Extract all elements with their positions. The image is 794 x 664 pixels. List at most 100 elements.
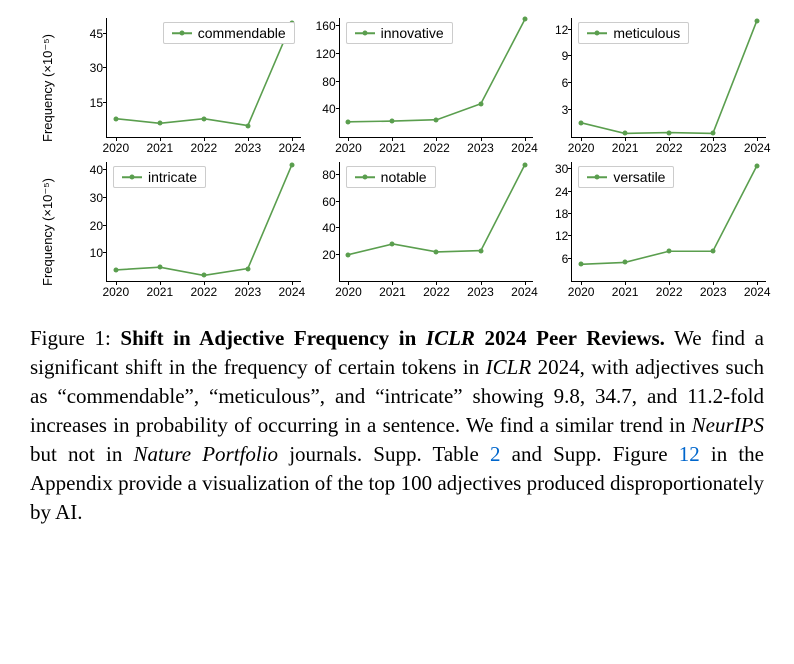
data-point-marker	[390, 241, 395, 246]
data-point-marker	[289, 162, 294, 167]
data-point-marker	[390, 119, 395, 124]
x-tick-label: 2020	[102, 285, 129, 299]
y-tick-label: 80	[310, 75, 336, 89]
cross-reference-link[interactable]: 2	[490, 442, 501, 466]
y-tick-label: 20	[310, 248, 336, 262]
y-axis-label: Frequency (×10⁻⁵)	[40, 178, 56, 286]
legend-meticulous: meticulous	[578, 22, 689, 44]
data-point-marker	[755, 18, 760, 23]
y-tick-label: 40	[310, 102, 336, 116]
x-tick-label: 2022	[190, 285, 217, 299]
panel-intricate: 1020304020202021202220232024intricate	[78, 162, 301, 302]
x-tick-label: 2023	[700, 285, 727, 299]
panel-meticulous: 3691220202021202220232024meticulous	[543, 18, 766, 158]
data-point-marker	[522, 162, 527, 167]
data-point-marker	[113, 267, 118, 272]
x-tick-label: 2023	[467, 285, 494, 299]
x-tick-label: 2021	[379, 285, 406, 299]
y-tick-label: 40	[77, 163, 103, 177]
x-tick-label: 2024	[511, 285, 538, 299]
legend-marker-icon	[587, 28, 607, 38]
panel-versatile: 61218243020202021202220232024versatile	[543, 162, 766, 302]
legend-label: meticulous	[613, 25, 680, 41]
legend-versatile: versatile	[578, 166, 674, 188]
legend-intricate: intricate	[113, 166, 206, 188]
caption-text: but not in	[30, 442, 133, 466]
legend-label: innovative	[381, 25, 444, 41]
cross-reference-link[interactable]: 12	[679, 442, 700, 466]
data-point-marker	[755, 163, 760, 168]
legend-label: intricate	[148, 169, 197, 185]
y-tick-label: 30	[77, 191, 103, 205]
data-point-marker	[157, 121, 162, 126]
panel-notable: 2040608020202021202220232024notable	[311, 162, 534, 302]
caption-text: Nature Portfolio	[133, 442, 278, 466]
y-tick-label: 120	[310, 47, 336, 61]
y-tick-label: 24	[542, 185, 568, 199]
caption-text: Shift in Adjective Frequency in	[120, 326, 426, 350]
legend-marker-icon	[122, 172, 142, 182]
chart-grid: Frequency (×10⁻⁵) 1530452020202120222023…	[28, 18, 766, 302]
x-tick-label: 2022	[656, 141, 683, 155]
data-point-marker	[157, 265, 162, 270]
legend-label: commendable	[198, 25, 286, 41]
x-tick-label: 2021	[612, 141, 639, 155]
x-tick-label: 2024	[744, 141, 771, 155]
data-point-marker	[667, 130, 672, 135]
data-point-marker	[245, 123, 250, 128]
figure-label: Figure 1:	[30, 326, 120, 350]
x-tick-label: 2020	[335, 285, 362, 299]
x-tick-label: 2023	[234, 285, 261, 299]
y-tick-label: 45	[77, 27, 103, 41]
data-point-marker	[434, 249, 439, 254]
ylabel-row-2: Frequency (×10⁻⁵)	[28, 162, 68, 302]
x-tick-label: 2022	[656, 285, 683, 299]
data-point-marker	[623, 260, 628, 265]
caption-text: journals. Supp. Table	[278, 442, 490, 466]
y-tick-label: 9	[542, 49, 568, 63]
caption-text: 2024 Peer Reviews.	[475, 326, 665, 350]
x-tick-label: 2021	[612, 285, 639, 299]
y-tick-label: 6	[542, 76, 568, 90]
legend-commendable: commendable	[163, 22, 295, 44]
y-tick-label: 30	[77, 61, 103, 75]
data-point-marker	[478, 101, 483, 106]
x-tick-label: 2020	[335, 141, 362, 155]
data-point-marker	[579, 262, 584, 267]
legend-marker-icon	[172, 28, 192, 38]
data-point-marker	[113, 116, 118, 121]
ylabel-row-1: Frequency (×10⁻⁵)	[28, 18, 68, 158]
legend-notable: notable	[346, 166, 436, 188]
data-point-marker	[245, 266, 250, 271]
x-tick-label: 2021	[379, 141, 406, 155]
legend-innovative: innovative	[346, 22, 453, 44]
legend-label: notable	[381, 169, 427, 185]
x-tick-label: 2023	[700, 141, 727, 155]
panel-innovative: 408012016020202021202220232024innovative	[311, 18, 534, 158]
data-point-marker	[711, 249, 716, 254]
y-tick-label: 20	[77, 219, 103, 233]
x-tick-label: 2023	[234, 141, 261, 155]
y-tick-label: 40	[310, 221, 336, 235]
panel-commendable: 15304520202021202220232024commendable	[78, 18, 301, 158]
legend-marker-icon	[587, 172, 607, 182]
legend-marker-icon	[355, 28, 375, 38]
x-tick-label: 2020	[102, 141, 129, 155]
data-point-marker	[623, 131, 628, 136]
x-tick-label: 2021	[146, 285, 173, 299]
data-point-marker	[522, 17, 527, 22]
x-tick-label: 2024	[511, 141, 538, 155]
data-point-marker	[667, 249, 672, 254]
y-tick-label: 30	[542, 162, 568, 176]
y-tick-label: 12	[542, 229, 568, 243]
legend-label: versatile	[613, 169, 665, 185]
y-tick-label: 80	[310, 168, 336, 182]
legend-marker-icon	[355, 172, 375, 182]
y-tick-label: 6	[542, 252, 568, 266]
x-tick-label: 2024	[278, 141, 305, 155]
caption-text: and Supp. Figure	[500, 442, 678, 466]
y-tick-label: 18	[542, 207, 568, 221]
y-tick-label: 15	[77, 96, 103, 110]
data-point-marker	[346, 119, 351, 124]
x-tick-label: 2024	[278, 285, 305, 299]
